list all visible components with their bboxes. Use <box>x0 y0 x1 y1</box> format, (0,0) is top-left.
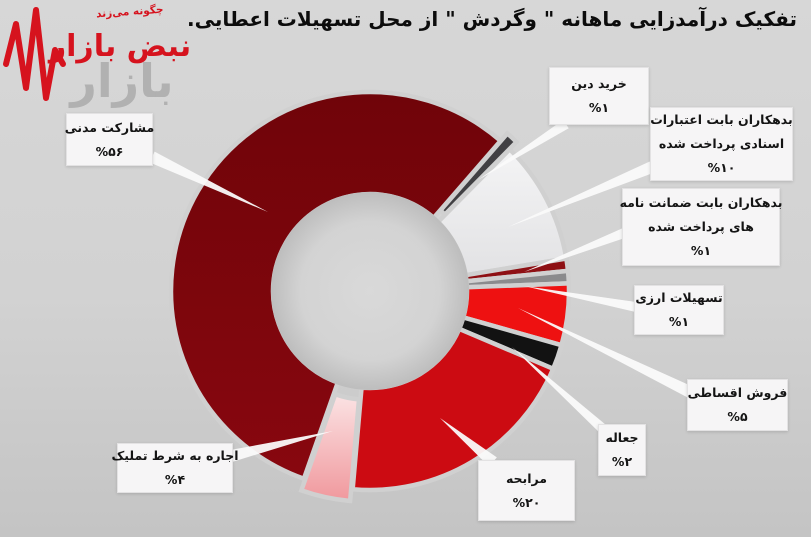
callout-5: جعاله %۲ <box>598 424 646 476</box>
callout-percent: %۲۰ <box>512 494 541 510</box>
callout-8: مشارکت مدنی %۵۶ <box>64 113 155 166</box>
callout-label: مشارکت مدنی <box>64 119 155 135</box>
leader-line-4 <box>518 308 693 398</box>
callout-label: های پرداخت شده <box>648 219 754 235</box>
leader-line-6 <box>440 418 497 467</box>
leader-line-1 <box>508 161 655 227</box>
callout-percent: %۱ <box>588 100 610 115</box>
leader-line-5 <box>512 347 607 433</box>
callout-percent: %۱۰ <box>707 159 736 175</box>
heartbeat-icon <box>3 7 66 101</box>
callout-label: خرید دین <box>571 76 627 92</box>
callout-percent: %۱ <box>668 314 690 329</box>
callout-0: خرید دین %۱ <box>549 67 649 125</box>
callout-label: مرابحه <box>505 470 548 486</box>
brand-logo: بازار نبض بازار چگونه می‌زند <box>3 3 191 108</box>
callout-percent: %۵ <box>727 409 748 424</box>
logo-tagline-text: چگونه می‌زند <box>96 3 164 21</box>
page-title: تفکیک درآمدزایی ماهانه " وگردش " از محل … <box>186 7 798 31</box>
slice-0 <box>437 130 520 218</box>
callout-1: بدهکاران بابت اعتبارات اسنادی پرداخت شده%… <box>650 107 793 181</box>
callout-label: فروش اقساطی <box>687 385 788 401</box>
callout-label: تسهیلات ارزی <box>635 290 723 306</box>
leader-line-8 <box>149 151 268 212</box>
leader-line-0 <box>478 119 569 180</box>
callout-3: تسهیلات ارزی %۱ <box>634 285 724 335</box>
logo-shadow-text: بازار <box>68 54 173 108</box>
callout-label: بدهکاران بابت ضمانت نامه <box>619 195 783 211</box>
callout-percent: %۱ <box>690 242 712 258</box>
callout-label: جعاله <box>605 430 639 446</box>
callout-label: اجاره به شرط تملیک <box>111 448 239 464</box>
slice-7 <box>298 391 362 504</box>
leader-line-7 <box>229 431 333 462</box>
callout-percent: %۴ <box>164 472 186 487</box>
leader-lines <box>149 119 693 467</box>
callout-7: اجاره به شرط تملیک %۴ <box>111 443 239 493</box>
callout-6: مرابحه %۲۰ <box>478 460 575 521</box>
callout-4: فروش اقساطی %۵ <box>687 379 788 431</box>
leader-line-3 <box>524 286 637 312</box>
callout-label: اسنادی پرداخت شده <box>658 136 785 152</box>
donut-hole <box>271 192 469 390</box>
callout-2: بدهکاران بابت ضمانت نامه های پرداخت شده %۱ <box>619 188 783 266</box>
callout-label: بدهکاران بابت اعتبارات <box>650 112 793 128</box>
logo-brand-text: نبض بازار <box>47 29 191 64</box>
donut-slices <box>168 89 572 504</box>
callout-percent: %۵۶ <box>95 143 124 159</box>
callout-percent: %۲ <box>611 454 633 469</box>
leader-line-2 <box>524 228 626 272</box>
